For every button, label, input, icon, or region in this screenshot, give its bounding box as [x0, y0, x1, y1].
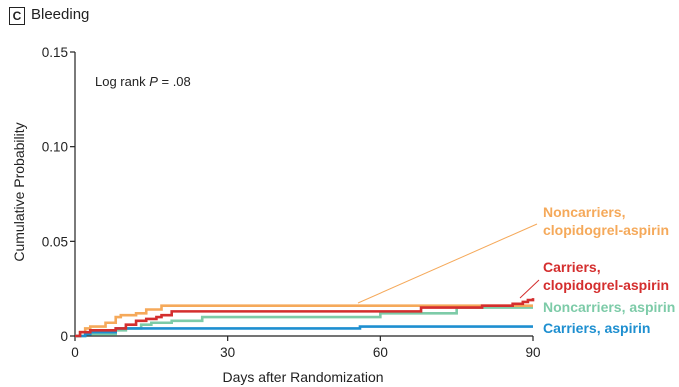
series-label-2: clopidogrel-aspirin: [543, 277, 669, 293]
leader-line-carriers-clopidogrel: [519, 279, 540, 299]
x-tick-label: 30: [220, 345, 235, 360]
series-label-3: Noncarriers, aspirin: [543, 299, 675, 315]
panel-title: Bleeding: [31, 6, 90, 23]
x-tick-label: 60: [373, 345, 388, 360]
leader-line-noncarriers-clopidogrel: [357, 223, 538, 304]
y-tick-label: 0.15: [42, 45, 68, 60]
x-axis-label: Days after Randomization: [222, 369, 383, 385]
series-label-4: Carriers, aspirin: [543, 320, 650, 336]
x-tick-label: 0: [71, 345, 79, 360]
panel-letter-badge: C: [9, 7, 25, 25]
series-label-2: Carriers,: [543, 259, 601, 275]
series-line-carriers-clopidogrel-aspirin: [75, 298, 535, 338]
y-axis-label: Cumulative Probability: [11, 122, 27, 261]
y-tick-label: 0: [60, 329, 68, 344]
log-rank-annotation: Log rank P = .08: [95, 74, 191, 89]
y-tick-label: 0.10: [42, 140, 68, 155]
series-line-noncarriers-aspirin: [75, 306, 533, 338]
x-tick-label: 90: [525, 345, 540, 360]
series-line-carriers-aspirin: [75, 325, 533, 338]
series-label-1: clopidogrel-aspirin: [543, 222, 669, 238]
series-label-1: Noncarriers,: [543, 204, 625, 220]
y-tick-label: 0.05: [42, 234, 68, 249]
